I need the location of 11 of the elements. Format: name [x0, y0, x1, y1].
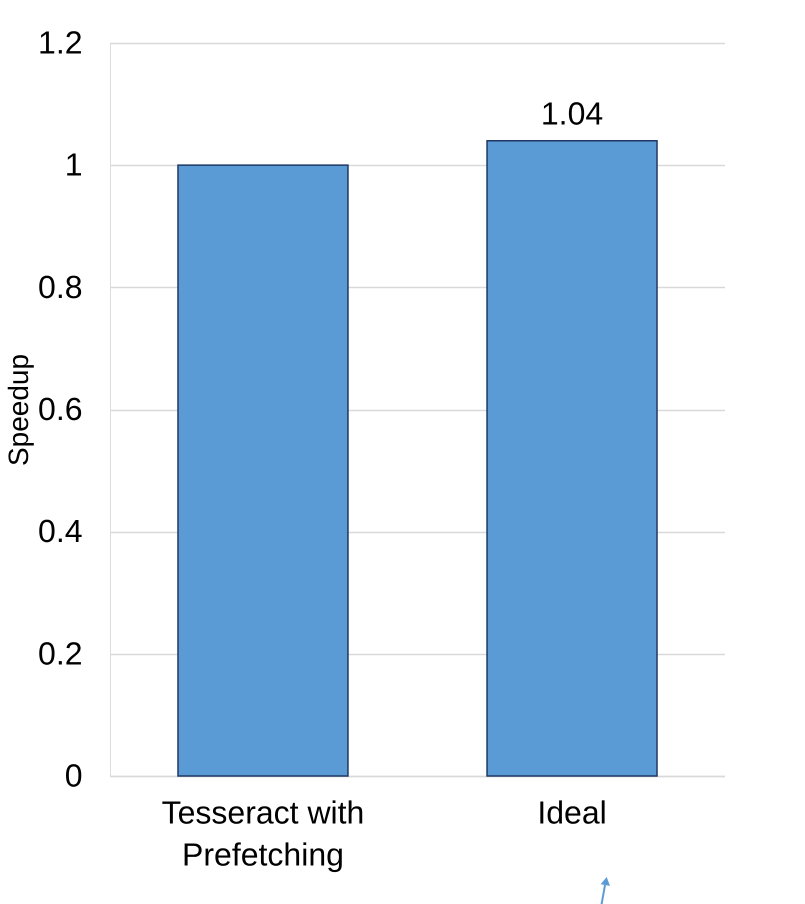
y-tick-label: 0.4: [38, 513, 82, 550]
y-axis-title: Speedup: [3, 354, 34, 466]
y-tick-label: 0: [64, 758, 82, 794]
y-tick-label: 0.8: [38, 268, 82, 305]
y-tick-label: 1.2: [38, 24, 82, 60]
x-tick-label: Tesseract with Prefetching: [162, 794, 364, 872]
data-label: 1.04: [540, 96, 604, 132]
y-tick-label: 1: [64, 146, 82, 183]
y-tick-label: 0.6: [38, 391, 82, 427]
y-tick-label: 0.2: [38, 635, 82, 672]
x-tick-label: Ideal: [537, 794, 607, 830]
